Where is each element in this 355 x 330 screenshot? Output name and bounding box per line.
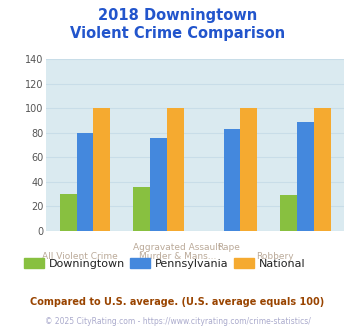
Bar: [167, 109, 184, 231]
Text: Rape: Rape: [218, 243, 240, 251]
Text: Aggravated Assault: Aggravated Assault: [133, 243, 222, 251]
Text: Compared to U.S. average. (U.S. average equals 100): Compared to U.S. average. (U.S. average …: [31, 297, 324, 307]
Bar: [77, 133, 93, 231]
Text: Robbery: Robbery: [256, 252, 294, 261]
Text: Murder & Mans...: Murder & Mans...: [139, 252, 216, 261]
Bar: [60, 194, 77, 231]
Bar: [224, 129, 240, 231]
Text: © 2025 CityRating.com - https://www.cityrating.com/crime-statistics/: © 2025 CityRating.com - https://www.city…: [45, 317, 310, 326]
Bar: [240, 109, 257, 231]
Text: Violent Crime Comparison: Violent Crime Comparison: [70, 26, 285, 41]
Legend: Downingtown, Pennsylvania, National: Downingtown, Pennsylvania, National: [20, 254, 310, 273]
Bar: [150, 138, 167, 231]
Bar: [133, 187, 150, 231]
Text: All Violent Crime: All Violent Crime: [42, 252, 118, 261]
Bar: [314, 109, 331, 231]
Bar: [280, 195, 297, 231]
Bar: [297, 122, 314, 231]
Bar: [93, 109, 110, 231]
Text: 2018 Downingtown: 2018 Downingtown: [98, 8, 257, 23]
